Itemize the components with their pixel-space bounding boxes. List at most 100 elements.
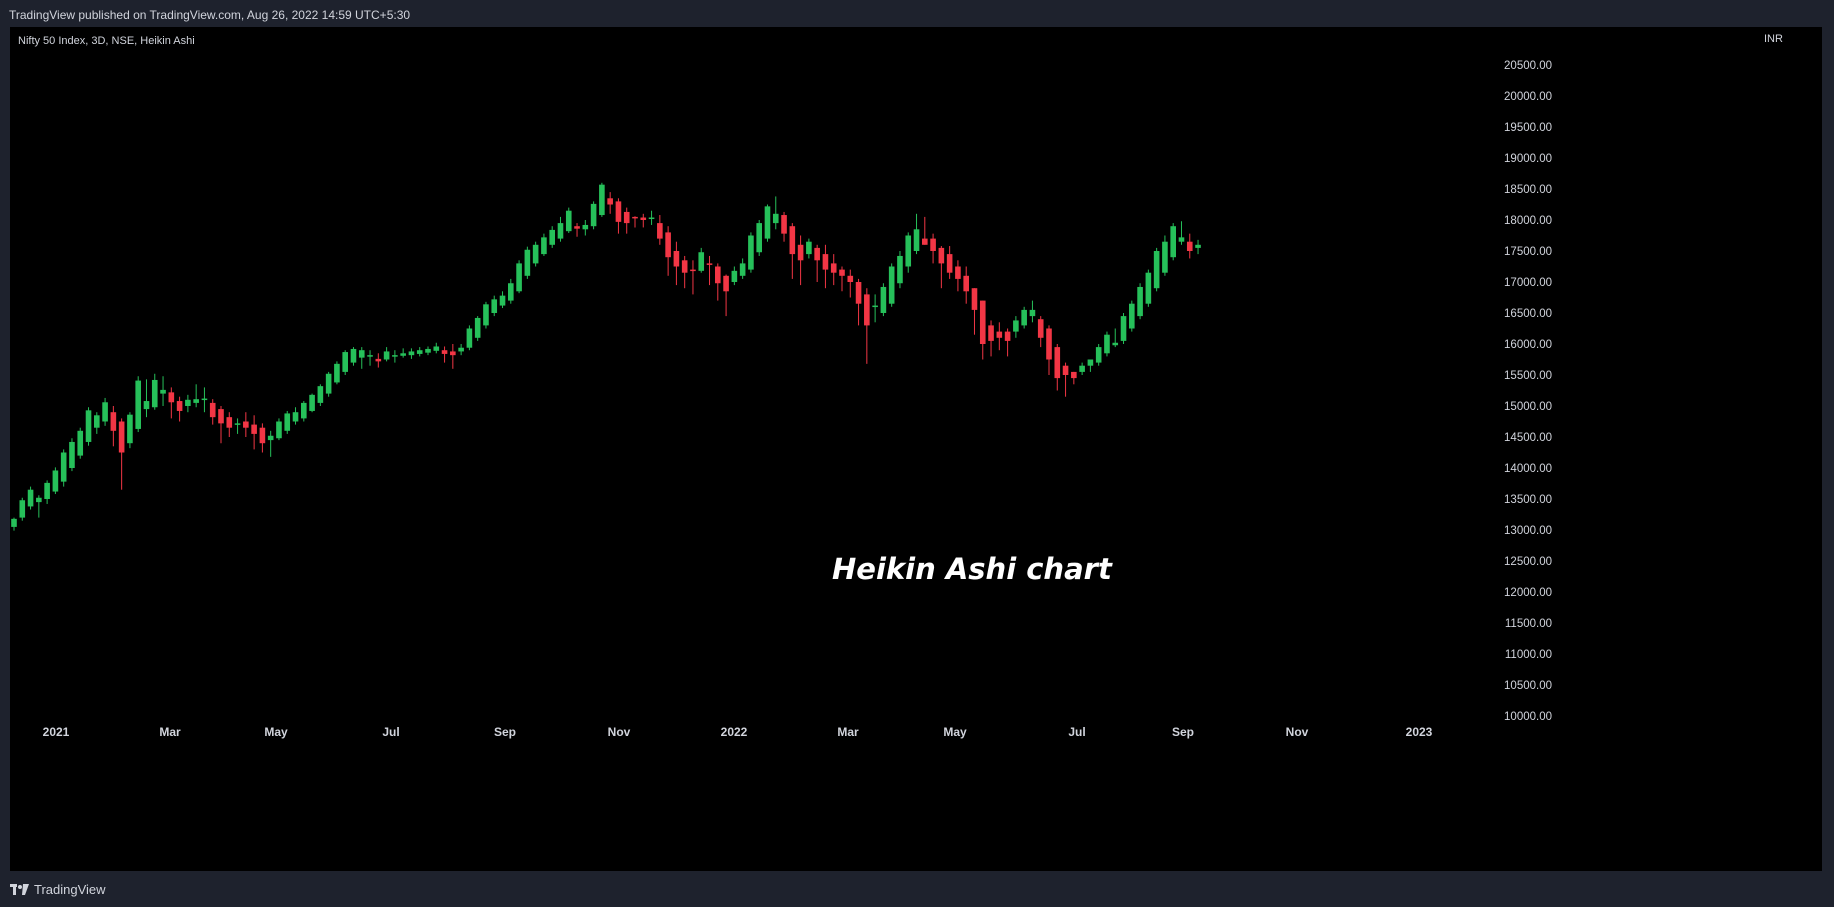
candle[interactable] xyxy=(1087,359,1094,372)
candle[interactable] xyxy=(814,244,820,282)
candle[interactable] xyxy=(259,423,266,453)
candle[interactable] xyxy=(193,384,199,408)
candle[interactable] xyxy=(301,401,307,422)
candle[interactable] xyxy=(433,342,440,354)
candle[interactable] xyxy=(706,255,713,286)
candle[interactable] xyxy=(251,415,257,450)
candle[interactable] xyxy=(358,347,365,369)
candle[interactable] xyxy=(723,274,729,317)
candle[interactable] xyxy=(317,384,324,406)
candle[interactable] xyxy=(1037,316,1044,348)
candle[interactable] xyxy=(276,418,282,441)
candle[interactable] xyxy=(36,495,42,518)
candle[interactable] xyxy=(698,247,705,273)
candle[interactable] xyxy=(450,344,456,369)
candle[interactable] xyxy=(996,322,1003,351)
candle[interactable] xyxy=(292,407,299,425)
candle[interactable] xyxy=(1095,344,1102,366)
candle[interactable] xyxy=(781,211,787,242)
candle[interactable] xyxy=(549,226,555,248)
candle[interactable] xyxy=(880,283,887,317)
candle[interactable] xyxy=(1062,362,1069,397)
candle[interactable] xyxy=(85,407,92,446)
candle[interactable] xyxy=(971,288,978,335)
candle[interactable] xyxy=(1153,247,1160,292)
candle[interactable] xyxy=(532,241,539,267)
candle[interactable] xyxy=(1162,235,1168,276)
candle[interactable] xyxy=(367,350,373,366)
candle[interactable] xyxy=(77,427,84,459)
candle[interactable] xyxy=(847,269,854,298)
candle[interactable] xyxy=(574,223,580,237)
candle[interactable] xyxy=(1186,233,1193,259)
candle[interactable] xyxy=(408,348,415,359)
candle[interactable] xyxy=(185,394,191,413)
candle[interactable] xyxy=(325,371,332,397)
candle[interactable] xyxy=(19,497,26,521)
candle[interactable] xyxy=(118,418,125,490)
candle[interactable] xyxy=(632,216,638,228)
candle[interactable] xyxy=(1079,362,1085,375)
candle[interactable] xyxy=(110,406,117,447)
candle[interactable] xyxy=(739,258,746,279)
candle[interactable] xyxy=(1145,269,1152,307)
candle[interactable] xyxy=(1120,313,1127,344)
candle[interactable] xyxy=(458,344,464,356)
candle[interactable] xyxy=(955,260,961,292)
tradingview-logo[interactable]: TradingView xyxy=(10,882,106,897)
candle[interactable] xyxy=(483,301,489,329)
candle[interactable] xyxy=(822,244,829,289)
candle[interactable] xyxy=(607,192,613,214)
candle[interactable] xyxy=(938,246,945,289)
candle[interactable] xyxy=(284,410,291,434)
candle[interactable] xyxy=(27,486,34,510)
candle[interactable] xyxy=(267,430,274,457)
candle[interactable] xyxy=(491,295,498,317)
candle[interactable] xyxy=(715,263,721,301)
candle[interactable] xyxy=(1054,344,1061,391)
candle[interactable] xyxy=(1104,331,1110,357)
candle[interactable] xyxy=(383,347,390,362)
candle[interactable] xyxy=(375,353,382,368)
candle[interactable] xyxy=(930,233,936,264)
candle[interactable] xyxy=(400,348,406,358)
candle[interactable] xyxy=(731,266,738,286)
candle[interactable] xyxy=(897,251,903,289)
candle[interactable] xyxy=(582,220,589,236)
candle[interactable] xyxy=(681,255,688,289)
candle[interactable] xyxy=(1170,223,1176,261)
candle[interactable] xyxy=(922,216,928,245)
candle[interactable] xyxy=(102,397,108,426)
candle[interactable] xyxy=(864,288,870,364)
candle[interactable] xyxy=(690,260,696,295)
candle[interactable] xyxy=(565,207,572,234)
candle[interactable] xyxy=(648,210,655,225)
candle[interactable] xyxy=(176,396,183,422)
candle[interactable] xyxy=(772,196,779,230)
candle[interactable] xyxy=(557,216,564,242)
candle[interactable] xyxy=(1129,300,1135,332)
candle[interactable] xyxy=(441,346,448,363)
candle[interactable] xyxy=(1112,328,1119,348)
candle[interactable] xyxy=(623,207,630,234)
candle[interactable] xyxy=(1137,283,1143,320)
candle[interactable] xyxy=(988,320,994,357)
candle[interactable] xyxy=(657,215,663,245)
candle[interactable] xyxy=(60,449,67,487)
candle[interactable] xyxy=(764,204,771,242)
candle[interactable] xyxy=(640,213,647,228)
candle[interactable] xyxy=(334,361,340,385)
candle[interactable] xyxy=(1046,325,1052,375)
candle[interactable] xyxy=(1071,371,1077,385)
candle[interactable] xyxy=(963,266,969,304)
candle[interactable] xyxy=(342,350,348,375)
candle[interactable] xyxy=(201,387,208,413)
candle[interactable] xyxy=(466,325,473,351)
candle[interactable] xyxy=(1029,300,1036,323)
candle[interactable] xyxy=(234,418,241,434)
candle[interactable] xyxy=(309,393,315,413)
candle[interactable] xyxy=(855,278,862,326)
candle[interactable] xyxy=(151,373,158,410)
candle[interactable] xyxy=(392,350,398,363)
candle[interactable] xyxy=(541,233,547,256)
